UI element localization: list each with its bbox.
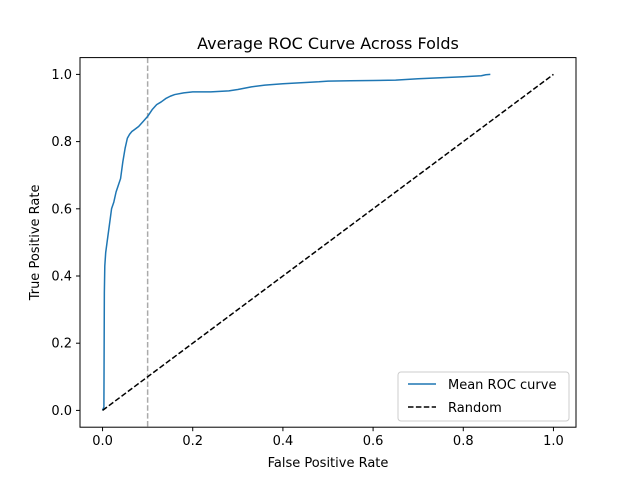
series-line-mean-roc-curve [101, 73, 491, 411]
legend-box [397, 371, 570, 422]
x-tick-label: 0.6 [363, 434, 384, 449]
y-axis-ticks: 0.0 0.2 0.4 0.6 0.8 1.0 [51, 68, 80, 419]
x-tick-label: 0.4 [273, 434, 294, 449]
legend-label-mean-roc: Mean ROC curve [448, 378, 556, 393]
y-axis-label: True Positive Rate [28, 184, 43, 301]
x-axis-label: False Positive Rate [268, 456, 389, 471]
y-tick-label: 1.0 [51, 68, 72, 83]
y-tick-label: 0.4 [51, 270, 72, 285]
y-tick-label: 0.0 [51, 404, 72, 419]
x-tick-label: 0.2 [182, 434, 203, 449]
x-axis-ticks: 0.0 0.2 0.4 0.6 0.8 1.0 [92, 427, 564, 449]
y-tick-label: 0.6 [51, 202, 72, 217]
plot-area [101, 57, 554, 428]
axes-frame [79, 57, 577, 428]
x-tick-label: 0.0 [92, 434, 113, 449]
x-tick-label: 0.8 [453, 434, 474, 449]
series-layer [101, 73, 554, 412]
y-tick-label: 0.8 [51, 135, 72, 150]
chart-title: Average ROC Curve Across Folds [197, 34, 459, 53]
legend-label-random: Random [448, 401, 502, 416]
x-tick-label: 1.0 [543, 434, 564, 449]
y-tick-label: 0.2 [51, 337, 72, 352]
series-line-random [102, 73, 554, 412]
legend: Mean ROC curve Random [397, 371, 570, 422]
